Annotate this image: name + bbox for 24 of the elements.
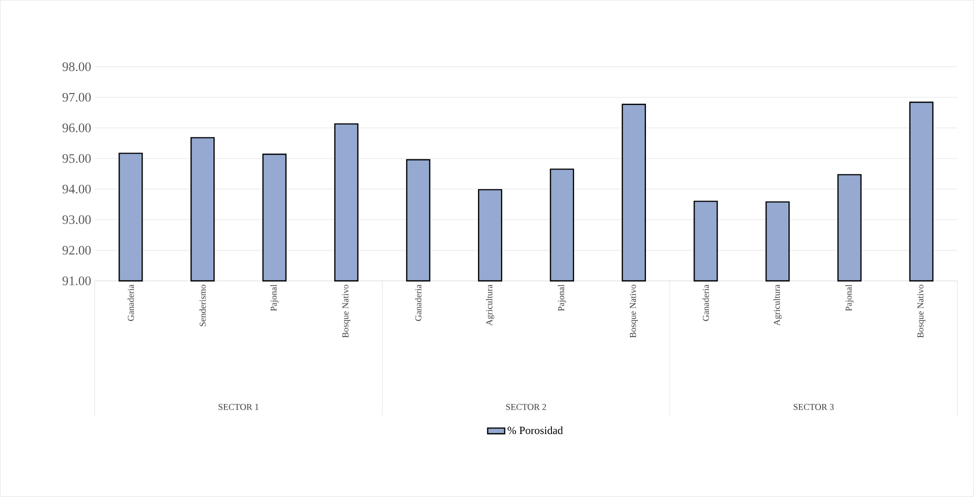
y-tick-label: 91.00: [62, 276, 91, 286]
x-tick-label: Pajonal: [845, 284, 854, 312]
y-tick-label: 92.00: [62, 246, 91, 255]
x-tick-label: Bosque Nativo: [630, 284, 638, 338]
y-tick-label: 96.00: [62, 124, 91, 132]
x-tick-label: Pajonal: [558, 284, 566, 312]
x-tick-label: Agricultura: [774, 284, 782, 326]
y-tick-label: 95.00: [62, 154, 91, 164]
y-tick-label: 94.00: [62, 184, 91, 194]
y-tick-label: 98.00: [62, 62, 91, 72]
x-tick-label: Bosque Nativo: [917, 284, 926, 338]
x-tick-label: Agricultura: [486, 284, 494, 326]
x-tick-label: Senderismo: [199, 284, 206, 326]
x-tick-label: Bosque Nativo: [342, 284, 350, 338]
legend-label: % Porosidad: [508, 426, 563, 434]
text: SECTOR 1: [218, 404, 258, 410]
y-tick-label: 97.00: [62, 93, 91, 102]
x-tick-label: Pajonal: [270, 284, 279, 312]
text: SECTOR 2: [506, 404, 546, 410]
x-tick-label: Ganaderia: [415, 284, 422, 322]
x-tick-label: Ganaderia: [702, 284, 709, 322]
x-tick-label: Ganaderia: [128, 284, 134, 322]
y-tick-label: 93.00: [62, 215, 91, 224]
text: SECTOR 3: [794, 404, 834, 410]
